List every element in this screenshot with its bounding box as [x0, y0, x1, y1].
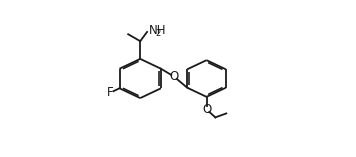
Text: F: F [107, 86, 114, 99]
Text: NH: NH [149, 24, 167, 37]
Text: O: O [202, 103, 211, 116]
Text: O: O [169, 70, 179, 84]
Text: 2: 2 [156, 29, 161, 38]
